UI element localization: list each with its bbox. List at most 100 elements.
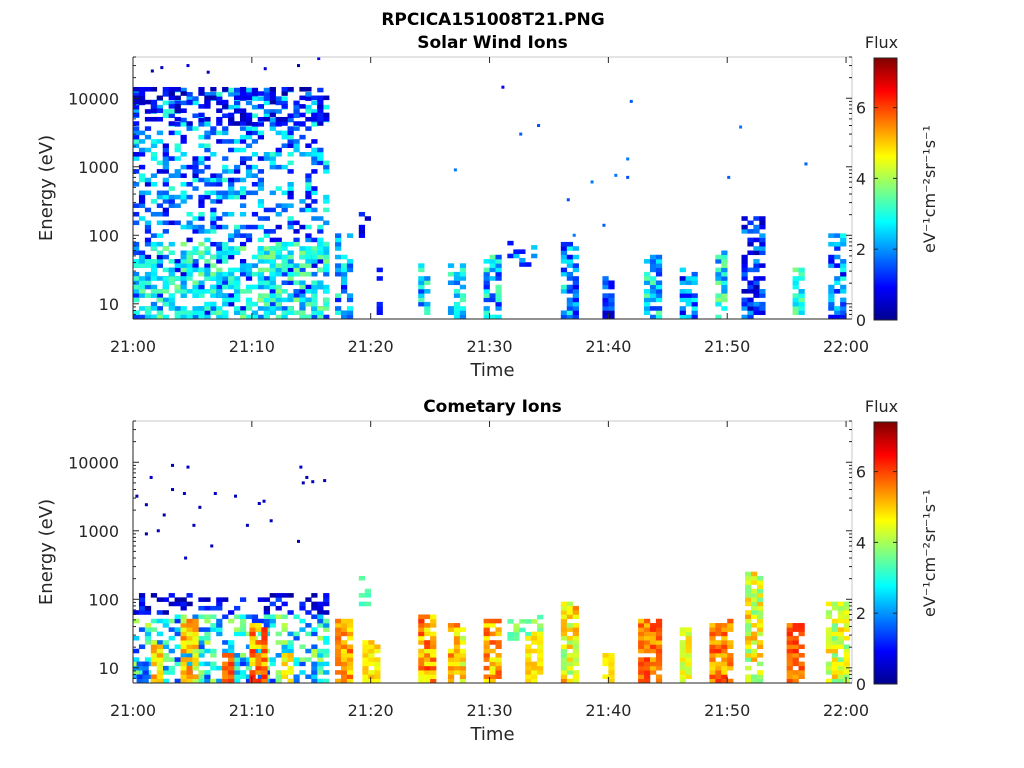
heatmap-cell <box>489 678 496 684</box>
heatmap-cell <box>180 108 187 113</box>
heatmap-cell <box>174 173 181 178</box>
heatmap-cell <box>715 297 722 303</box>
heatmap-cell <box>138 293 146 298</box>
heatmap-cell <box>222 86 229 92</box>
heatmap-cell <box>186 678 193 684</box>
heatmap-cell <box>180 139 187 144</box>
heatmap-cell <box>566 610 574 615</box>
heatmap-cell <box>156 241 164 247</box>
heatmap-cell <box>649 314 657 320</box>
heatmap-cell <box>186 194 193 200</box>
heatmap-cell <box>222 614 229 620</box>
heatmap-cell <box>798 276 805 281</box>
heatmap-cell <box>249 627 256 632</box>
heatmap-cell <box>340 657 348 662</box>
heatmap-cell <box>374 657 381 662</box>
heatmap-cell <box>156 610 164 615</box>
heatmap-cell <box>721 280 728 286</box>
heatmap-cell <box>430 653 437 658</box>
heatmap-cell <box>756 597 764 602</box>
heatmap-cell <box>138 280 146 286</box>
heatmap-cell <box>133 289 140 294</box>
heatmap-cell <box>792 661 799 667</box>
heatmap-cell <box>495 674 502 680</box>
heatmap-cell <box>239 108 247 113</box>
heatmap-cell <box>198 271 205 277</box>
heatmap-cell <box>204 271 211 277</box>
heatmap-cell <box>424 310 431 316</box>
heatmap-cell <box>362 661 369 667</box>
heatmap-cell <box>638 657 645 662</box>
heatmap-cell <box>251 113 259 119</box>
heatmap-cell <box>753 263 760 268</box>
heatmap-cell <box>655 280 663 286</box>
heatmap-cell <box>572 635 579 641</box>
heatmap-cell <box>156 631 164 637</box>
heatmap-cell <box>323 246 330 251</box>
heatmap-cell <box>335 635 342 641</box>
heatmap-cell <box>174 314 181 320</box>
heatmap-cell <box>255 665 262 671</box>
heatmap-cell <box>222 156 229 161</box>
heatmap-cell <box>275 597 282 602</box>
heatmap-cell <box>747 250 754 256</box>
heatmap-cell <box>418 678 425 684</box>
heatmap-cell <box>192 665 199 671</box>
heatmap-cell <box>269 160 276 166</box>
heatmap-cell <box>281 91 288 96</box>
heatmap-cell <box>566 657 574 662</box>
heatmap-cell <box>275 678 282 684</box>
heatmap-cell <box>251 139 259 144</box>
heatmap-cell <box>168 601 175 607</box>
heatmap-cell <box>305 648 312 654</box>
heatmap-cell <box>293 241 300 247</box>
heatmap-cell <box>317 250 324 256</box>
heatmap-cell <box>837 670 844 675</box>
heatmap-cell <box>525 648 532 654</box>
heatmap-cell <box>263 100 270 106</box>
heatmap-cell <box>168 95 175 101</box>
heatmap-cell <box>655 640 663 645</box>
heatmap-cell <box>150 648 158 654</box>
heatmap-cell <box>317 151 324 157</box>
heatmap-cell <box>798 267 805 273</box>
heatmap-cell <box>299 306 306 311</box>
heatmap-cell <box>759 306 766 311</box>
heatmap-cell <box>753 229 760 234</box>
heatmap-cell <box>299 627 306 632</box>
heatmap-cell <box>257 122 265 127</box>
heatmap-cell <box>162 284 169 290</box>
heatmap-cell <box>216 623 223 628</box>
heatmap-cell <box>162 653 169 658</box>
heatmap-cell <box>150 116 158 122</box>
heatmap-cell <box>834 289 841 294</box>
heatmap-cell <box>323 271 330 277</box>
heatmap-cell <box>418 640 425 645</box>
heatmap-cell <box>679 653 686 658</box>
heatmap-cell <box>192 674 199 680</box>
heatmap-cell <box>180 623 187 628</box>
heatmap-cell <box>287 130 294 136</box>
heatmap-cell <box>239 259 247 264</box>
heatmap-cell <box>834 233 841 238</box>
heatmap-cell <box>507 636 514 641</box>
heatmap-cell <box>572 674 579 680</box>
heatmap-cell <box>198 112 205 118</box>
heatmap-cell <box>133 263 140 268</box>
heatmap-cell <box>204 237 211 243</box>
heatmap-cell <box>608 665 615 671</box>
heatmap-cell <box>418 263 425 268</box>
heatmap-cell <box>418 657 425 662</box>
heatmap-cell <box>263 301 270 307</box>
heatmap-cell <box>311 139 318 144</box>
heatmap-cell <box>721 267 728 273</box>
heatmap-cell <box>180 87 187 93</box>
heatmap-cell <box>281 306 288 311</box>
heatmap-cell <box>275 121 282 126</box>
heatmap-cell <box>759 301 766 307</box>
heatmap-point <box>245 523 249 527</box>
heatmap-cell <box>447 280 455 286</box>
heatmap-cell <box>756 580 764 585</box>
heatmap-cell <box>269 109 276 114</box>
